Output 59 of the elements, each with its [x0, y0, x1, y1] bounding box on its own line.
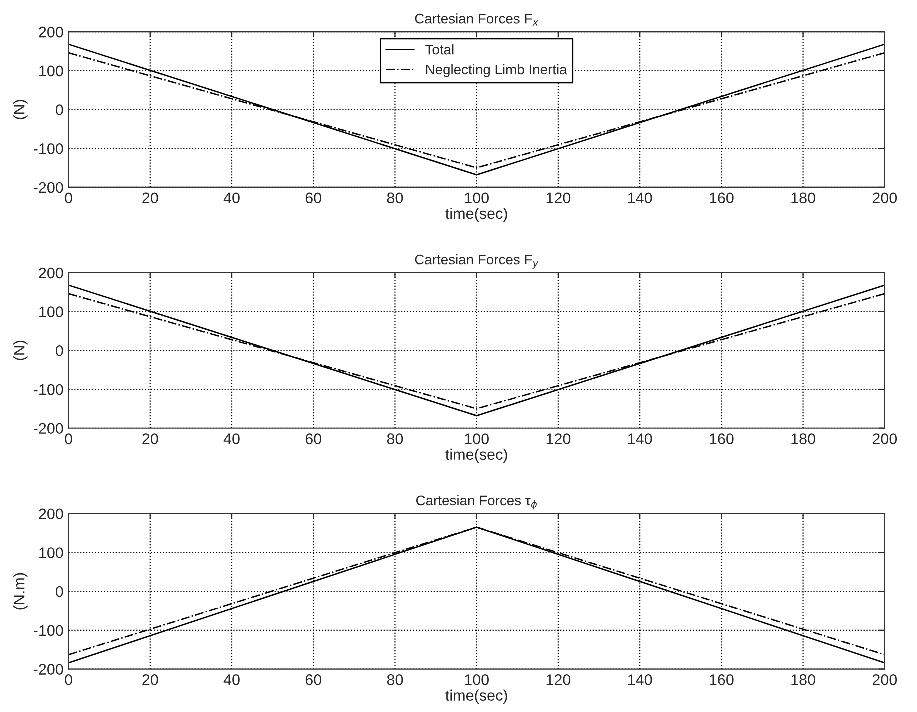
x-tick-label: 80: [387, 192, 404, 204]
x-tick-label: 20: [142, 192, 158, 204]
x-tick-label: 200: [872, 674, 898, 686]
chart-title: Cartesian Forces F$_{y}$: [415, 254, 539, 269]
x-tick-label: 60: [306, 434, 322, 444]
legend-label: Total: [426, 44, 454, 55]
x-tick-label: 140: [628, 434, 652, 444]
chart-title: Cartesian Forces F$_{x}$: [415, 14, 539, 26]
x-tick-label: 100: [465, 674, 489, 686]
x-axis-title: time(sec): [446, 448, 508, 464]
y-tick-label: -100: [34, 143, 64, 154]
x-tick-label: 100: [465, 434, 489, 444]
x-tick-label: 80: [387, 674, 404, 686]
x-tick-label: 60: [306, 192, 322, 204]
x-axis-title: time(sec): [446, 208, 508, 222]
y-tick-label: 200: [39, 268, 64, 279]
x-tick-label: 20: [142, 434, 158, 444]
x-tick-label: 180: [792, 434, 816, 444]
x-tick-label: 120: [546, 192, 571, 204]
x-tick-label: 180: [792, 192, 816, 204]
x-tick-label: 40: [224, 434, 240, 444]
x-tick-label: 0: [65, 674, 72, 686]
y-axis-title: (N.m): [14, 573, 28, 610]
y-tick-label: 200: [39, 26, 64, 38]
x-tick-label: 160: [710, 434, 734, 444]
y-tick-label: -100: [34, 384, 64, 396]
y-tick-label: 100: [40, 306, 64, 318]
chart-title: Cartesian Forces τ$_{ϕ}$: [416, 495, 537, 510]
x-tick-label: 140: [628, 674, 652, 686]
y-tick-label: 0: [56, 346, 64, 356]
x-tick-label: 160: [710, 192, 734, 204]
y-tick-label: -200: [34, 182, 64, 194]
x-tick-label: 0: [65, 192, 72, 204]
x-tick-label: 200: [872, 192, 898, 204]
x-tick-label: 100: [465, 192, 489, 204]
x-tick-label: 60: [306, 674, 322, 686]
y-axis-title: (N): [14, 100, 28, 120]
y-tick-label: -200: [34, 664, 64, 675]
x-tick-label: 120: [546, 434, 571, 444]
x-tick-label: 20: [142, 674, 158, 686]
x-tick-label: 180: [792, 674, 816, 686]
x-tick-label: 160: [710, 674, 734, 686]
x-tick-label: 140: [628, 192, 652, 204]
y-tick-label: 100: [40, 66, 64, 77]
x-tick-label: 40: [224, 192, 240, 204]
x-tick-label: 80: [387, 434, 404, 444]
y-tick-label: 0: [56, 586, 64, 598]
y-axis-title: (N): [14, 341, 28, 360]
x-tick-label: 200: [872, 434, 898, 444]
y-tick-label: -100: [34, 625, 64, 636]
x-axis-title: time(sec): [446, 690, 508, 704]
y-tick-label: 200: [39, 508, 64, 520]
x-tick-label: 40: [224, 674, 240, 686]
x-tick-label: 0: [65, 434, 72, 444]
legend-label: Neglecting Limb Inertia: [426, 64, 568, 78]
y-tick-label: -200: [34, 423, 64, 434]
y-tick-label: 0: [56, 104, 64, 116]
y-tick-label: 100: [40, 548, 64, 558]
x-tick-label: 120: [546, 674, 571, 686]
